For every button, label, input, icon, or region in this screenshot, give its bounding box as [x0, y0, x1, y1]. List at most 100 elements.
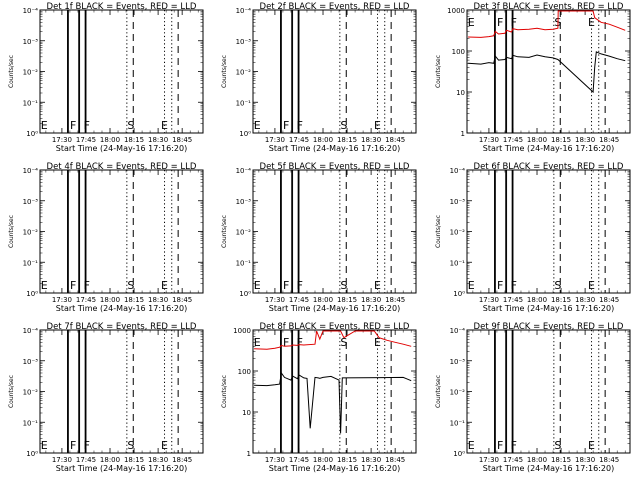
detector-panel: Det 7f BLACK = Events, RED = LLD Counts/s…	[8, 322, 204, 473]
y-tick-label: 10⁻¹	[23, 419, 39, 427]
event-label: S	[340, 119, 347, 132]
x-tick-label: 18:45	[385, 456, 405, 464]
plot-frame	[39, 9, 204, 134]
x-tick-label: 18:00	[100, 456, 120, 464]
event-label: E	[254, 336, 261, 349]
y-tick-label: 10⁰	[26, 290, 38, 298]
event-label: F	[511, 16, 517, 29]
y-tick-label: 10⁻⁴	[23, 7, 39, 15]
x-axis-label: Start Time (24-May-16 17:16:20)	[269, 464, 400, 473]
y-tick-label: 10⁻³	[236, 38, 252, 46]
event-label: E	[468, 279, 475, 292]
y-tick-label: 10⁻²	[450, 389, 466, 397]
y-tick-label: 1000	[447, 7, 465, 15]
detector-panel: Det 8f BLACK = Events, RED = LLD Counts/s…	[221, 322, 417, 473]
event-label: F	[497, 439, 503, 452]
y-axis-label: Counts/sec	[8, 215, 15, 248]
y-axis-label: Counts/sec	[435, 215, 442, 248]
x-tick-label: 18:45	[172, 296, 192, 304]
x-tick-label: 17:45	[289, 296, 309, 304]
y-axis-label: Counts/sec	[435, 55, 442, 88]
panel-title: Det 6f BLACK = Events, RED = LLD	[474, 162, 624, 172]
event-label: E	[41, 279, 48, 292]
event-label: S	[127, 279, 134, 292]
x-tick-label: 18:45	[599, 456, 619, 464]
y-axis-label: Counts/sec	[435, 375, 442, 408]
x-axis-label: Start Time (24-May-16 17:16:20)	[483, 144, 614, 153]
x-tick-label: 18:15	[551, 456, 571, 464]
event-label: E	[161, 119, 168, 132]
event-label: E	[374, 279, 381, 292]
detector-panel: Det 1f BLACK = Events, RED = LLD Counts/s…	[8, 2, 204, 153]
x-tick-label: 17:30	[265, 456, 285, 464]
event-label: E	[41, 439, 48, 452]
y-axis-label: Counts/sec	[8, 55, 15, 88]
event-label: E	[588, 439, 595, 452]
event-label: F	[497, 16, 503, 29]
x-tick-label: 18:45	[599, 136, 619, 144]
event-label: S	[554, 279, 561, 292]
x-tick-label: 17:30	[52, 456, 72, 464]
events-series-line	[468, 51, 626, 94]
panel-title: Det 8f BLACK = Events, RED = LLD	[260, 322, 410, 332]
event-label: E	[254, 279, 261, 292]
events-series-line	[254, 371, 412, 434]
x-tick-label: 17:45	[289, 456, 309, 464]
y-tick-label: 10⁻¹	[23, 99, 39, 107]
event-label: E	[161, 439, 168, 452]
panel-title: Det 3f BLACK = Events, RED = LLD	[474, 2, 624, 12]
x-tick-label: 17:30	[52, 296, 72, 304]
y-tick-label: 10⁻³	[23, 38, 39, 46]
event-label: S	[127, 439, 134, 452]
y-tick-label: 10⁻²	[23, 229, 39, 237]
y-tick-label: 10⁰	[453, 290, 465, 298]
plot-frame	[39, 329, 204, 454]
y-axis-label: Counts/sec	[8, 375, 15, 408]
event-label: F	[70, 439, 76, 452]
y-tick-label: 10⁻²	[236, 69, 252, 77]
plot-frame	[466, 9, 631, 134]
y-tick-label: 10⁻⁴	[23, 327, 39, 335]
panel-title: Det 7f BLACK = Events, RED = LLD	[47, 322, 197, 332]
event-label: F	[70, 119, 76, 132]
plot-frame	[466, 169, 631, 294]
detector-panel: Det 6f BLACK = Events, RED = LLD Counts/s…	[435, 162, 631, 313]
x-tick-label: 18:00	[527, 456, 547, 464]
x-tick-label: 18:00	[100, 136, 120, 144]
y-tick-label: 1	[247, 450, 251, 458]
y-tick-label: 10⁰	[26, 450, 38, 458]
y-tick-label: 10⁻³	[23, 358, 39, 366]
panel-title: Det 5f BLACK = Events, RED = LLD	[260, 162, 410, 172]
y-tick-label: 10⁻⁴	[450, 327, 466, 335]
event-label: S	[340, 279, 347, 292]
detector-panel: Det 4f BLACK = Events, RED = LLD Counts/s…	[8, 162, 204, 313]
y-tick-label: 10⁻⁴	[236, 7, 252, 15]
x-tick-label: 17:45	[76, 296, 96, 304]
y-tick-label: 10⁰	[26, 130, 38, 138]
y-tick-label: 10⁻²	[450, 229, 466, 237]
panel-title: Det 2f BLACK = Events, RED = LLD	[260, 2, 410, 12]
event-label: S	[127, 119, 134, 132]
y-axis-label: Counts/sec	[221, 55, 228, 88]
detector-panel: Det 9f BLACK = Events, RED = LLD Counts/s…	[435, 322, 631, 473]
y-tick-label: 10⁻²	[23, 69, 39, 77]
plot-frame	[39, 169, 204, 294]
x-axis-label: Start Time (24-May-16 17:16:20)	[483, 304, 614, 313]
event-label: F	[283, 119, 289, 132]
event-label: F	[297, 119, 303, 132]
x-tick-label: 18:15	[337, 296, 357, 304]
y-tick-label: 10⁰	[453, 450, 465, 458]
x-tick-label: 18:45	[599, 296, 619, 304]
y-tick-label: 10⁻³	[23, 198, 39, 206]
x-tick-label: 17:30	[479, 136, 499, 144]
y-tick-label: 10⁰	[239, 130, 251, 138]
y-tick-label: 10⁻²	[236, 229, 252, 237]
x-tick-label: 17:45	[503, 296, 523, 304]
x-tick-label: 18:30	[148, 136, 168, 144]
x-tick-label: 17:45	[76, 456, 96, 464]
x-tick-label: 18:30	[361, 296, 381, 304]
x-tick-label: 18:15	[124, 136, 144, 144]
event-label: F	[511, 279, 517, 292]
y-tick-label: 1000	[233, 327, 251, 335]
x-tick-label: 18:45	[385, 296, 405, 304]
